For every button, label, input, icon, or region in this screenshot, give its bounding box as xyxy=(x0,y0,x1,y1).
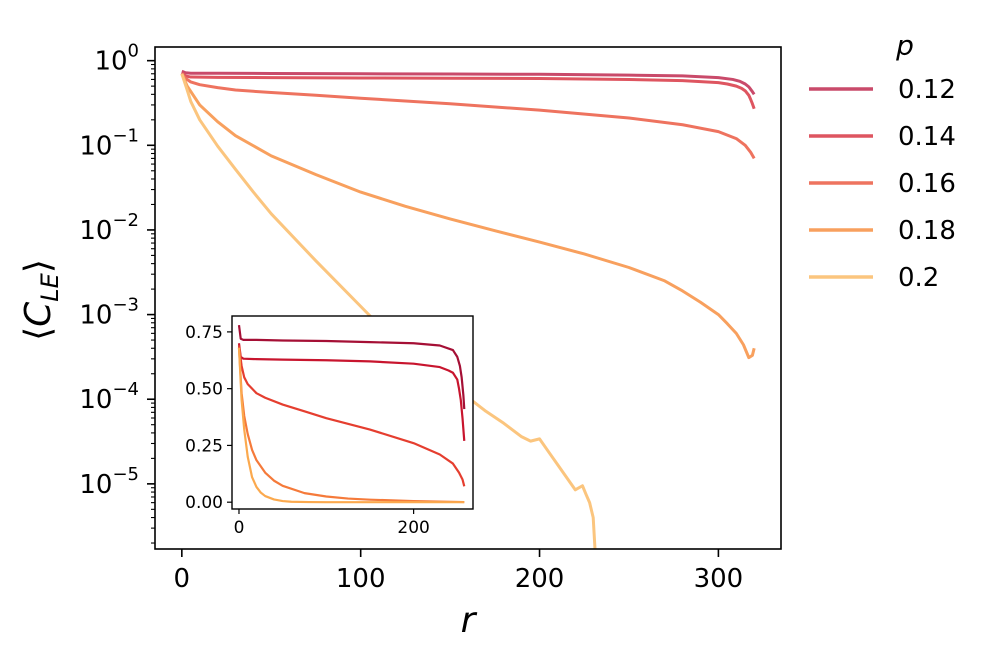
series-line-p-0-14 xyxy=(180,71,756,110)
legend-label-p-0-2: 0.2 xyxy=(898,263,939,293)
inset-x-tick-label: 200 xyxy=(397,518,429,538)
inset-plot-frame xyxy=(231,315,474,510)
y-tick-label: 10−4 xyxy=(79,379,139,415)
y-axis-label-sub: LE xyxy=(36,272,64,301)
legend-label-p-0-18: 0.18 xyxy=(898,216,956,246)
legend-title: p xyxy=(895,29,914,62)
y-tick-label: 10−3 xyxy=(79,295,139,331)
y-axis-label-main: C xyxy=(18,301,59,327)
inset-series-line-1 xyxy=(237,343,466,441)
y-tick-label: 10−1 xyxy=(79,125,139,161)
inset-series-line-3 xyxy=(237,347,465,504)
series-line-p-0-12 xyxy=(181,69,756,96)
inset-series-line-0 xyxy=(237,324,466,410)
y-tick-label: 10−2 xyxy=(79,210,139,246)
inset-y-tick-label: 0.00 xyxy=(185,493,223,513)
x-axis-label: r xyxy=(461,600,478,641)
main-x-ticks: 0 100 200 300 xyxy=(174,549,744,594)
inset-x-ticks: 0 200 xyxy=(234,509,430,538)
y-tick-label: 10−5 xyxy=(79,464,139,500)
svg-text:⟨CLE⟩: ⟨CLE⟩ xyxy=(18,259,64,341)
main-plot-frame xyxy=(154,46,782,550)
inset-series-line-2 xyxy=(237,345,466,487)
y-axis-label: ⟨CLE⟩ xyxy=(18,259,64,341)
x-tick-label: 200 xyxy=(515,564,565,594)
legend-label-p-0-12: 0.12 xyxy=(898,75,956,105)
series-line-p-0-2 xyxy=(180,73,597,549)
series-line-p-0-18 xyxy=(180,73,756,360)
inset-y-ticks: 0.00 0.25 0.50 0.75 xyxy=(185,323,232,513)
legend-label-p-0-14: 0.14 xyxy=(898,122,956,152)
legend-label-p-0-16: 0.16 xyxy=(898,169,956,199)
series-line-p-0-16 xyxy=(180,72,756,160)
main-y-ticks: 100 10−1 10−2 10−3 10−4 10−5 xyxy=(79,41,155,544)
inset-y-tick-label: 0.25 xyxy=(185,436,223,456)
x-tick-label: 100 xyxy=(336,564,386,594)
x-tick-label: 0 xyxy=(174,564,191,594)
inset-x-tick-label: 0 xyxy=(234,518,245,538)
legend: p 0.12 0.14 0.16 0.18 0.2 xyxy=(809,29,956,293)
main-series-group xyxy=(180,69,756,549)
x-tick-label: 300 xyxy=(694,564,744,594)
inset-plot-background xyxy=(232,316,473,509)
inset-series-line-4 xyxy=(237,347,465,504)
inset-series-group xyxy=(237,324,466,504)
inset-y-tick-label: 0.75 xyxy=(185,323,223,343)
inset-y-tick-label: 0.50 xyxy=(185,380,223,400)
y-tick-label: 100 xyxy=(94,41,139,77)
